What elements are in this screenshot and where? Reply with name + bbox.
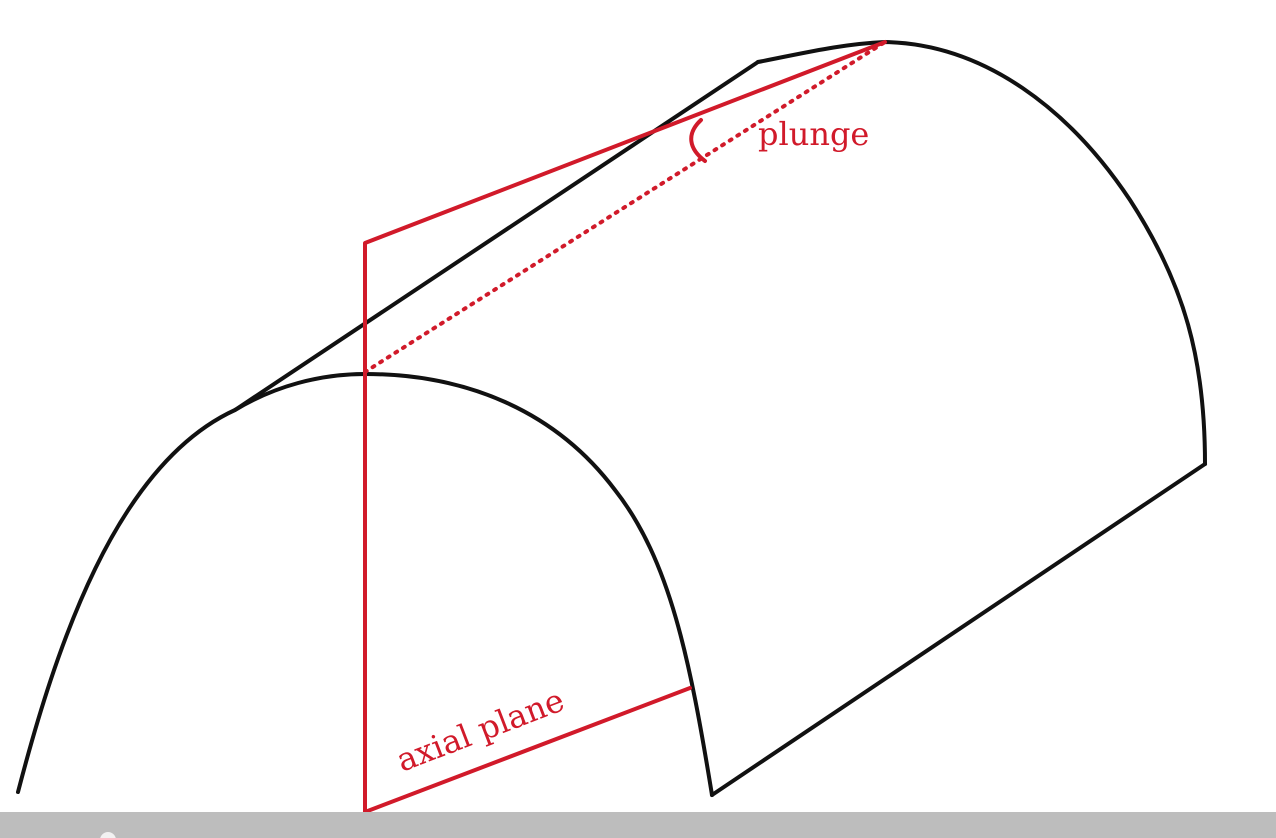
fold-front-arch xyxy=(16,372,714,797)
fold-back-arch xyxy=(756,40,1207,466)
bottom-bar xyxy=(0,812,1276,838)
axial-plane-trace xyxy=(363,686,692,814)
hinge-line-dotted xyxy=(363,40,887,374)
axial-plane-label: axial plane xyxy=(391,681,569,780)
plunge-label: plunge xyxy=(758,115,869,153)
plunge-angle-arc xyxy=(689,118,707,163)
fold-right-base xyxy=(710,462,1207,797)
bottom-bar-knob xyxy=(100,832,116,838)
fold-left-crest xyxy=(233,60,760,412)
axial-plane-outline xyxy=(363,40,887,814)
